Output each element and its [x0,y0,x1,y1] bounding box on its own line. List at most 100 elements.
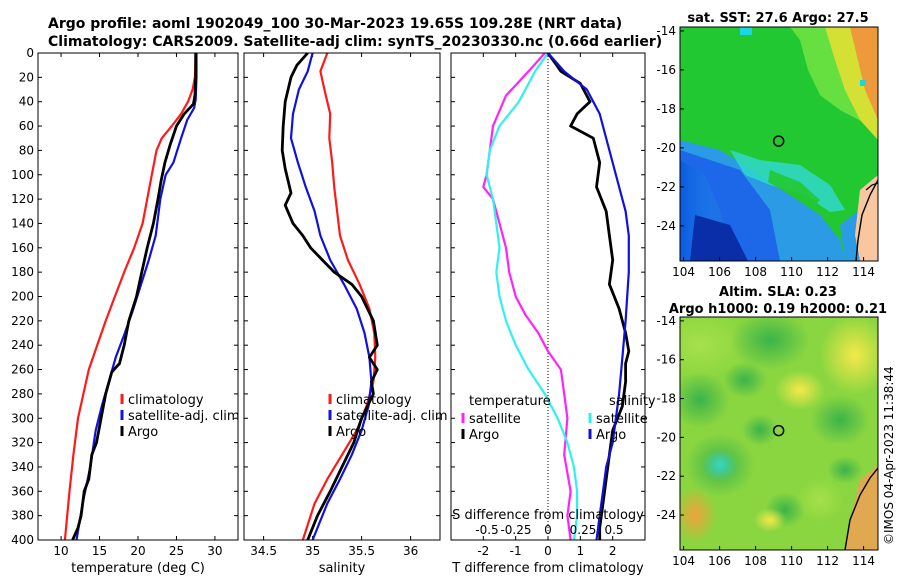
x-axis-label: temperature (deg C) [71,561,205,576]
s-difference-tick-label: 0 [544,523,552,537]
y-tick-label: 160 [11,241,34,255]
sla-map-title-line1: Altim. SLA: 0.23 [719,285,837,300]
y-tick-label: 0 [26,46,34,60]
x-tick-label: 35.5 [348,544,375,558]
map-x-tick-label: 106 [708,265,731,279]
y-tick-label: 180 [11,265,34,279]
y-tick-label: 260 [11,363,34,377]
figure-title-line1: Argo profile: aoml 1902049_100 30-Mar-20… [48,16,622,32]
y-tick-label: 400 [11,533,34,547]
sst-map-title: sat. SST: 27.6 Argo: 27.5 [687,11,868,26]
y-tick-label: 380 [11,509,34,523]
y-tick-label: 280 [11,387,34,401]
x-axis-label: T difference from climatology [451,561,644,576]
y-tick-label: 300 [11,411,34,425]
series-line-climatology [63,52,197,541]
map-x-tick-label: 114 [852,554,875,568]
sla-heatmap [680,317,878,550]
map-y-tick-label: -22 [656,469,676,483]
series-line-satellite-adj-clim [75,53,198,541]
x-tick-label: 1 [577,544,585,558]
imos-credit: ©IMOS 04-Apr-2023 11:38:44 [882,366,896,545]
x-tick-label: 15 [92,544,107,558]
y-tick-label: 120 [11,192,34,206]
map-y-tick-label: -18 [656,102,676,116]
legend-label: climatology [128,393,204,408]
map-x-tick-label: 114 [852,265,875,279]
series-line-s-diff-argo [547,52,630,541]
sst-map-panel: sat. SST: 27.6 Argo: 27.5 104 106 108 110 11… [656,11,879,279]
map-y-tick-label: -16 [656,63,676,77]
x-tick-label: 20 [130,544,145,558]
x-tick-label: 36 [403,544,418,558]
x-tick-label: 10 [53,544,68,558]
series-line-argo [280,52,379,541]
legend-label: satellite-adj. clim [128,409,240,424]
x-tick-label: -1 [510,544,522,558]
series-line-climatology [301,52,377,541]
plot-frame [450,52,646,541]
salinity-panel: 34.5 35 35.5 36 salinity climatologysatellite… [243,52,448,576]
plot-frame [243,52,441,541]
y-tick-label: 220 [11,314,34,328]
y-tick-label: 100 [11,168,34,182]
figure-title-line2: Climatology: CARS2009. Satellite-adj cli… [48,34,662,50]
map-x-tick-label: 112 [816,265,839,279]
y-tick-label: 60 [19,119,34,133]
y-tick-label: 240 [11,338,34,352]
map-y-tick-label: -14 [656,314,676,328]
x-axis-label: salinity [319,561,366,576]
y-tick-label: 20 [19,70,34,84]
map-x-tick-label: 104 [672,554,695,568]
map-x-tick-label: 110 [780,265,803,279]
map-y-tick-label: -18 [656,392,676,406]
legend-label: satellite-adj. clim [336,409,448,424]
y-tick-label: 360 [11,484,34,498]
map-y-tick-label: -24 [656,219,676,233]
x-tick-label: 0 [544,544,552,558]
legend-title-temperature: temperature [469,394,551,409]
map-x-tick-label: 112 [816,554,839,568]
legend-title-salinity: salinity [609,394,656,409]
x-tick-label: 25 [169,544,184,558]
map-y-tick-label: -20 [656,141,676,155]
legend-label: Argo [469,428,499,443]
y-tick-label: 140 [11,216,34,230]
map-y-tick-label: -24 [656,508,676,522]
map-x-tick-label: 104 [672,265,695,279]
y-tick-label: 40 [19,95,34,109]
sst-heatmap [680,27,878,261]
legend-label: climatology [336,393,412,408]
legend-label: Argo [128,425,158,440]
x-tick-label: -2 [477,544,489,558]
map-y-tick-label: -16 [656,353,676,367]
map-x-tick-label: 108 [744,554,767,568]
series-line-s-diff-satellite [485,52,579,541]
y-tick-label: 320 [11,436,34,450]
x-tick-label: 2 [609,544,617,558]
difference-panel: -2 -1 0 1 2 T difference from climatology temp… [450,52,656,576]
map-x-tick-label: 110 [780,554,803,568]
y-tick-label: 340 [11,460,34,474]
series-line-argo [71,53,198,541]
series-line-satellite-adj-clim [289,52,373,541]
sla-map-panel: Altim. SLA: 0.23 Argo h1000: 0.19 h2000:… [656,285,887,568]
temperature-panel: 0 20 40 60 80 100 120 140 160 180 200 220 240 260 280 3… [11,46,240,576]
map-y-tick-label: -22 [656,180,676,194]
x-tick-label: 34.5 [250,544,277,558]
s-difference-tick-label: 0.25 [570,523,597,537]
series-line-t-diff-argo [546,52,631,540]
series-line-t-diff-satellite [482,52,572,541]
legend-label: Argo [596,428,626,443]
legend-label: satellite [469,412,521,427]
s-difference-tick-label: -0.25 [500,523,531,537]
legend-label: Argo [336,425,366,440]
x-tick-label: 35 [305,544,320,558]
x-tick-label: 30 [207,544,222,558]
sla-argo-marker [772,424,785,437]
map-x-tick-label: 106 [708,554,731,568]
s-difference-tick-label: 0.5 [604,523,623,537]
sla-map-title-line2: Argo h1000: 0.19 h2000: 0.21 [669,302,887,317]
map-y-tick-label: -20 [656,430,676,444]
